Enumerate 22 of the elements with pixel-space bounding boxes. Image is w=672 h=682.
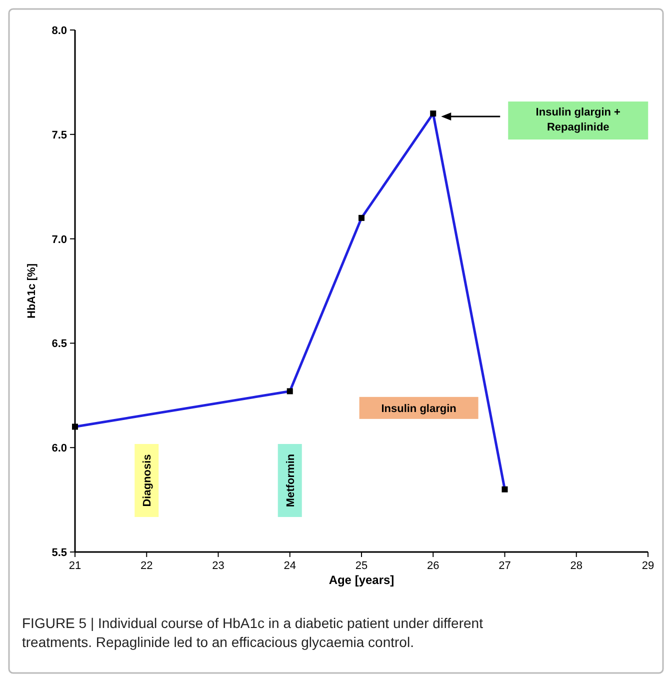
caption: FIGURE 5 | Individual course of HbA1c in a diabetic patient under different treatments. Repaglinide led to an efficacious glycaemia control. [22, 615, 484, 650]
x-tick-label: 29 [642, 560, 654, 572]
x-tick-label: 21 [68, 560, 82, 572]
x-tick-label: 22 [140, 560, 153, 572]
annotation: Diagnosis [142, 454, 154, 507]
x-tick-label: 27 [498, 560, 511, 572]
x-tick-label: 26 [427, 560, 440, 572]
x-tick-label: 24 [284, 560, 296, 572]
annotation: Metformin [284, 454, 297, 508]
y-axis-title: HbA1c [%] [26, 263, 38, 319]
y-tick-label: 8.0 [52, 25, 67, 37]
y-tick-label: 7.5 [52, 129, 67, 142]
x-tick-label: 25 [355, 560, 368, 572]
y-tick-label: 5.5 [52, 547, 67, 559]
x-tick-label: 28 [570, 560, 582, 572]
annotation: Insulin glargin + Repaglinide [536, 106, 620, 134]
annotation: Insulin glargin [381, 402, 457, 415]
x-axis-title: Age [years] [328, 573, 394, 587]
x-tick-label: 23 [212, 560, 224, 572]
y-tick-label: 6.5 [52, 338, 67, 350]
y-tick-label: 7.0 [52, 234, 67, 246]
y-tick-label: 6.0 [52, 442, 67, 455]
